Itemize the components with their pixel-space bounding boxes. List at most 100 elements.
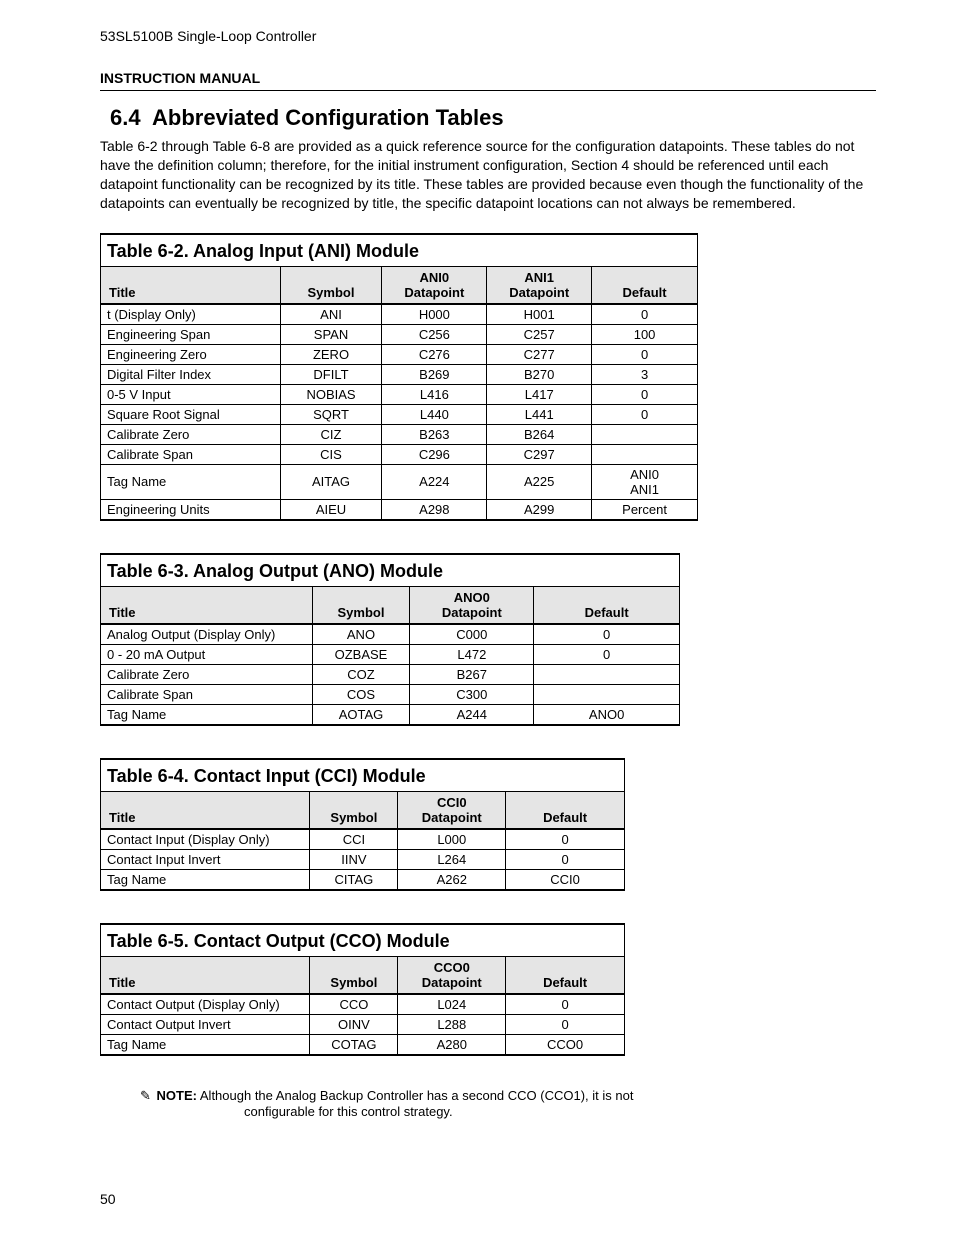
table-row: Contact Input InvertIINVL2640 bbox=[101, 849, 625, 869]
cell-ano0: B267 bbox=[410, 664, 534, 684]
col-symbol: Symbol bbox=[280, 266, 382, 304]
cell-default bbox=[534, 684, 680, 704]
cell-ani0: B269 bbox=[382, 364, 487, 384]
table-header-row: Title Symbol CCI0 Datapoint Default bbox=[101, 791, 625, 829]
cell-default: 0 bbox=[506, 1014, 625, 1034]
cell-default: 0 bbox=[592, 304, 698, 325]
page-number: 50 bbox=[100, 1191, 116, 1207]
cell-ani1: L417 bbox=[487, 384, 592, 404]
col-symbol: Symbol bbox=[312, 586, 410, 624]
table-row: Digital Filter IndexDFILTB269B2703 bbox=[101, 364, 698, 384]
cell-ani0: L416 bbox=[382, 384, 487, 404]
cell-symbol: ZERO bbox=[280, 344, 382, 364]
cell-symbol: NOBIAS bbox=[280, 384, 382, 404]
cell-symbol: AITAG bbox=[280, 464, 382, 499]
cell-symbol: CIZ bbox=[280, 424, 382, 444]
table-row: Calibrate SpanCOSC300 bbox=[101, 684, 680, 704]
col-symbol: Symbol bbox=[310, 791, 398, 829]
cell-ani1: H001 bbox=[487, 304, 592, 325]
cell-symbol: OZBASE bbox=[312, 644, 410, 664]
cell-default: CCI0 bbox=[506, 869, 625, 890]
cell-ani0: C276 bbox=[382, 344, 487, 364]
cell-cci0: A262 bbox=[398, 869, 506, 890]
cell-default: 3 bbox=[592, 364, 698, 384]
col-title: Title bbox=[101, 266, 281, 304]
table-header-row: Title Symbol ANO0 Datapoint Default bbox=[101, 586, 680, 624]
table-row: Calibrate ZeroCIZB263B264 bbox=[101, 424, 698, 444]
cell-title: Calibrate Zero bbox=[101, 664, 313, 684]
cell-symbol: CCO bbox=[310, 994, 398, 1015]
cell-default bbox=[592, 444, 698, 464]
cell-title: Contact Input Invert bbox=[101, 849, 310, 869]
section-number: 6.4 bbox=[110, 105, 141, 130]
table-row: Contact Output InvertOINVL2880 bbox=[101, 1014, 625, 1034]
cell-title: Tag Name bbox=[101, 1034, 310, 1055]
cell-title: Tag Name bbox=[101, 464, 281, 499]
cell-title: 0 - 20 mA Output bbox=[101, 644, 313, 664]
cell-symbol: CITAG bbox=[310, 869, 398, 890]
cell-ano0: C000 bbox=[410, 624, 534, 645]
table-row: Square Root SignalSQRTL440L4410 bbox=[101, 404, 698, 424]
cell-default: 0 bbox=[506, 849, 625, 869]
cell-default bbox=[592, 424, 698, 444]
cell-title: Tag Name bbox=[101, 869, 310, 890]
cell-ano0: A244 bbox=[410, 704, 534, 725]
col-title: Title bbox=[101, 956, 310, 994]
cell-default: 0 bbox=[592, 344, 698, 364]
cell-cco0: L288 bbox=[398, 1014, 506, 1034]
table-row: Calibrate ZeroCOZB267 bbox=[101, 664, 680, 684]
cell-default: 0 bbox=[506, 829, 625, 850]
col-ani1: ANI1 Datapoint bbox=[487, 266, 592, 304]
table-6-4-caption: Table 6-4. Contact Input (CCI) Module bbox=[101, 759, 625, 792]
section-heading: 6.4 Abbreviated Configuration Tables bbox=[110, 105, 866, 131]
cell-ani1: C297 bbox=[487, 444, 592, 464]
cell-symbol: DFILT bbox=[280, 364, 382, 384]
table-6-3: Table 6-3. Analog Output (ANO) Module Ti… bbox=[100, 553, 680, 726]
cell-default: 0 bbox=[506, 994, 625, 1015]
cell-ani1: A299 bbox=[487, 499, 592, 520]
cell-symbol: ANO bbox=[312, 624, 410, 645]
table-row: Engineering SpanSPANC256C257100 bbox=[101, 324, 698, 344]
cell-ani0: A224 bbox=[382, 464, 487, 499]
cell-title: Calibrate Span bbox=[101, 684, 313, 704]
cell-title: Analog Output (Display Only) bbox=[101, 624, 313, 645]
col-default: Default bbox=[506, 791, 625, 829]
cell-default: ANI0 ANI1 bbox=[592, 464, 698, 499]
table-6-2: Table 6-2. Analog Input (ANI) Module Tit… bbox=[100, 233, 698, 521]
col-ani0: ANI0 Datapoint bbox=[382, 266, 487, 304]
section-title: Abbreviated Configuration Tables bbox=[152, 105, 504, 130]
cell-default: 100 bbox=[592, 324, 698, 344]
table-6-5-caption: Table 6-5. Contact Output (CCO) Module bbox=[101, 924, 625, 957]
cell-ani0: A298 bbox=[382, 499, 487, 520]
cell-symbol: SPAN bbox=[280, 324, 382, 344]
document-header-product: 53SL5100B Single-Loop Controller bbox=[100, 28, 876, 44]
header-divider bbox=[100, 90, 876, 91]
cell-symbol: CIS bbox=[280, 444, 382, 464]
table-row: Tag NameCOTAGA280CCO0 bbox=[101, 1034, 625, 1055]
table-caption-row: Table 6-5. Contact Output (CCO) Module bbox=[101, 924, 625, 957]
table-header-row: Title Symbol ANI0 Datapoint ANI1 Datapoi… bbox=[101, 266, 698, 304]
note-label: NOTE: bbox=[157, 1088, 197, 1103]
cell-ani1: C277 bbox=[487, 344, 592, 364]
cell-default: 0 bbox=[534, 644, 680, 664]
cell-symbol: AIEU bbox=[280, 499, 382, 520]
cell-default: Percent bbox=[592, 499, 698, 520]
col-default: Default bbox=[534, 586, 680, 624]
col-default: Default bbox=[592, 266, 698, 304]
cell-title: Engineering Zero bbox=[101, 344, 281, 364]
cell-symbol: SQRT bbox=[280, 404, 382, 424]
cell-title: Engineering Span bbox=[101, 324, 281, 344]
cell-title: t (Display Only) bbox=[101, 304, 281, 325]
cell-symbol: ANI bbox=[280, 304, 382, 325]
table-row: Engineering ZeroZEROC276C2770 bbox=[101, 344, 698, 364]
note-block: ✎ NOTE: Although the Analog Backup Contr… bbox=[140, 1088, 876, 1119]
table-6-5: Table 6-5. Contact Output (CCO) Module T… bbox=[100, 923, 625, 1056]
cell-default: ANO0 bbox=[534, 704, 680, 725]
cell-symbol: COZ bbox=[312, 664, 410, 684]
table-row: Contact Input (Display Only)CCIL0000 bbox=[101, 829, 625, 850]
cell-ani0: B263 bbox=[382, 424, 487, 444]
cell-default: 0 bbox=[592, 404, 698, 424]
col-cci0: CCI0 Datapoint bbox=[398, 791, 506, 829]
cell-cco0: L024 bbox=[398, 994, 506, 1015]
cell-cco0: A280 bbox=[398, 1034, 506, 1055]
